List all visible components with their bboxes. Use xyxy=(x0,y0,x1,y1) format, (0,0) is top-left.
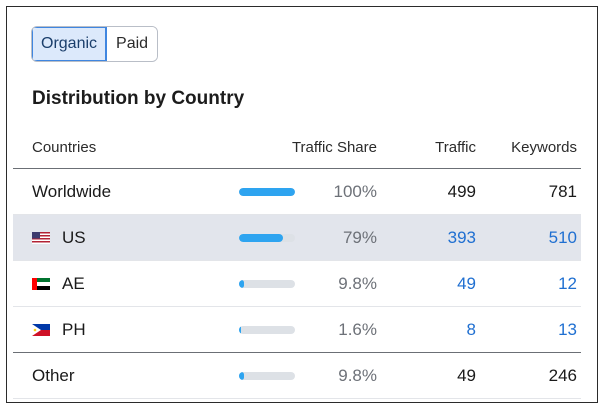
traffic-share-value: 79% xyxy=(342,227,377,247)
traffic-share-value: 9.8% xyxy=(338,365,377,385)
table-row-us[interactable]: US 79% 393 510 xyxy=(13,215,581,261)
keywords-link[interactable]: 510 xyxy=(548,227,577,247)
country-name: US xyxy=(62,227,86,247)
traffic-share-column-header: Traffic Share xyxy=(291,139,377,156)
organic-paid-toggle: Organic Paid xyxy=(31,26,159,62)
table-row-ae: AE 9.8% 49 12 xyxy=(13,261,581,307)
table-row-other: Other 9.8% 49 246 xyxy=(13,353,581,399)
country-distribution-table: Countries Traffic Share Traffic Keywords… xyxy=(13,127,581,399)
traffic-share-bar xyxy=(239,325,295,334)
traffic-share-bar xyxy=(239,187,295,196)
traffic-share-value: 100% xyxy=(333,181,377,201)
keywords-link[interactable]: 12 xyxy=(558,273,577,293)
country-name: Other xyxy=(32,365,75,385)
traffic-link[interactable]: 393 xyxy=(447,227,476,247)
country-cell: PH xyxy=(32,307,86,352)
paid-toggle-button[interactable]: Paid xyxy=(107,27,158,61)
us-flag-icon xyxy=(32,231,50,244)
keywords-value: 246 xyxy=(548,365,577,385)
traffic-share-bar-fill xyxy=(239,233,284,242)
ae-flag-icon xyxy=(32,277,50,290)
ph-flag-icon xyxy=(32,323,50,336)
traffic-link[interactable]: 8 xyxy=(466,319,476,339)
country-cell: AE xyxy=(32,261,85,306)
traffic-share-value: 1.6% xyxy=(338,319,377,339)
traffic-share-bar-fill xyxy=(239,187,295,196)
distribution-panel: Organic Paid Distribution by Country Cou… xyxy=(6,6,598,403)
traffic-value: 499 xyxy=(447,181,476,201)
keywords-value: 781 xyxy=(548,181,577,201)
traffic-share-bar xyxy=(239,279,295,288)
traffic-share-bar xyxy=(239,233,295,242)
keywords-link[interactable]: 13 xyxy=(558,319,577,339)
country-name: Worldwide xyxy=(32,181,112,201)
country-name: AE xyxy=(62,273,85,293)
table-row-ph: PH 1.6% 8 13 xyxy=(13,307,581,353)
table-row-worldwide: Worldwide 100% 499 781 xyxy=(13,169,581,215)
traffic-value: 49 xyxy=(457,365,476,385)
organic-toggle-button[interactable]: Organic xyxy=(32,27,108,61)
section-title: Distribution by Country xyxy=(32,88,245,109)
traffic-share-bar-fill xyxy=(239,325,242,334)
countries-column-header: Countries xyxy=(32,139,97,156)
traffic-share-bar-fill xyxy=(239,371,245,380)
traffic-share-value: 9.8% xyxy=(338,273,377,293)
country-cell: US xyxy=(32,215,86,260)
traffic-column-header: Traffic xyxy=(435,139,476,156)
keywords-column-header: Keywords xyxy=(511,139,577,156)
traffic-share-bar xyxy=(239,371,295,380)
traffic-share-bar-fill xyxy=(239,279,245,288)
country-name: PH xyxy=(62,319,86,339)
table-header-row: Countries Traffic Share Traffic Keywords xyxy=(13,127,581,169)
traffic-link[interactable]: 49 xyxy=(457,273,476,293)
